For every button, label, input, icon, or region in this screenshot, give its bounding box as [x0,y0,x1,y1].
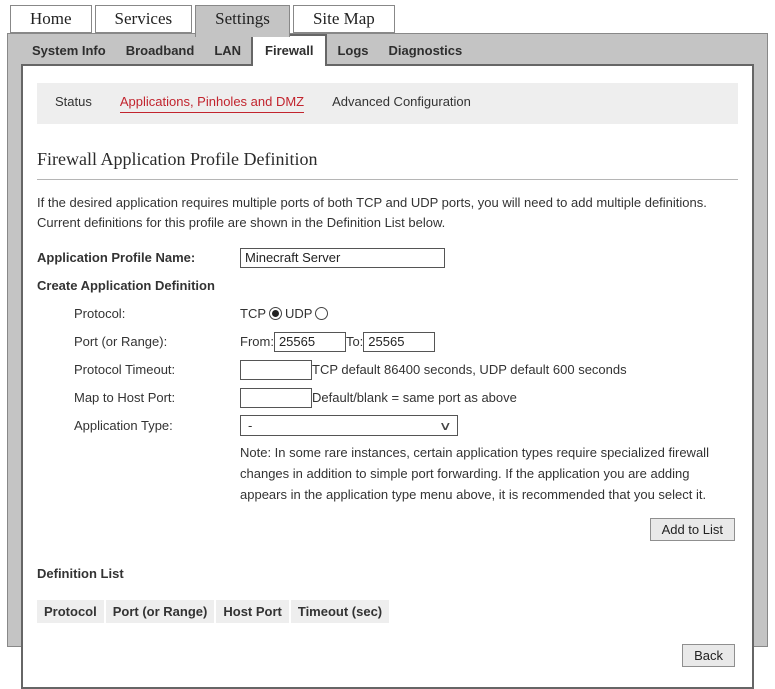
protocol-timeout-input[interactable] [240,359,312,380]
definition-list-headers: Protocol Port (or Range) Host Port Timeo… [37,600,738,624]
profile-name-row: Application Profile Name: [37,247,738,268]
protocol-udp-radio[interactable] [315,307,329,320]
add-to-list-button[interactable]: Add to List [649,518,735,542]
chevron-down-icon: ∨ [439,418,453,433]
application-type-label: Application Type: [74,418,173,433]
subtab-system-info[interactable]: System Info [32,43,106,58]
port-from-label: From: [240,334,274,349]
application-type-note: Note: In some rare instances, certain ap… [240,445,709,502]
main-tab-bar: Home Services Settings Site Map [0,0,775,37]
firewall-section-nav: Status Applications, Pinholes and DMZ Ad… [37,83,738,124]
application-profile-form: Application Profile Name: Create Applica… [37,247,738,542]
sub-tab-bar: System Info Broadband LAN Firewall Logs … [8,34,767,66]
protocol-label: Protocol: [74,306,126,321]
subtab-broadband[interactable]: Broadband [125,43,195,58]
application-type-select[interactable]: - ∨ [240,415,458,436]
back-button[interactable]: Back [682,644,735,668]
protocol-timeout-label: Protocol Timeout: [74,362,176,377]
protocol-timeout-hint: TCP default 86400 seconds, UDP default 6… [312,362,627,377]
tab-site-map[interactable]: Site Map [292,5,395,33]
protocol-tcp-radio[interactable] [269,307,282,320]
protocol-udp-label: UDP [285,306,313,321]
column-header-timeout: Timeout (sec) [290,600,390,624]
port-to-label: To: [345,334,364,349]
host-port-row: Map to Host Port: Default/blank = same p… [37,387,738,408]
nav-advanced-configuration[interactable]: Advanced Configuration [332,94,471,109]
back-row: Back [37,644,738,668]
column-header-host-port: Host Port [216,600,289,624]
host-port-hint: Default/blank = same port as above [312,390,517,405]
tab-settings[interactable]: Settings [195,5,290,37]
subtab-logs[interactable]: Logs [337,43,369,58]
port-to-input[interactable] [363,331,436,352]
port-range-row: Port (or Range): From: To: [37,331,738,352]
tab-home[interactable]: Home [10,5,92,33]
page-title: Firewall Application Profile Definition [37,149,318,169]
create-definition-label: Create Application Definition [37,278,215,293]
intro-text: If the desired application requires mult… [37,195,707,230]
title-divider [37,179,738,180]
profile-name-input[interactable] [240,247,445,268]
settings-section-container: System Info Broadband LAN Firewall Logs … [7,33,768,689]
subtab-diagnostics[interactable]: Diagnostics [388,43,463,58]
add-to-list-row: Add to List [37,518,738,542]
host-port-input[interactable] [240,387,312,408]
protocol-row: Protocol: TCP UDP [37,303,738,324]
protocol-timeout-row: Protocol Timeout: TCP default 86400 seco… [37,359,738,380]
host-port-label: Map to Host Port: [74,390,176,405]
application-type-row: Application Type: - ∨ [37,415,738,436]
tab-services[interactable]: Services [94,5,193,33]
subtab-lan[interactable]: LAN [214,43,242,58]
port-range-label: Port (or Range): [74,334,168,349]
create-definition-row: Create Application Definition [37,275,738,296]
column-header-port-range: Port (or Range) [105,600,215,624]
definition-list-title: Definition List [37,566,124,582]
column-header-protocol: Protocol [37,600,104,624]
protocol-tcp-label: TCP [240,306,266,321]
content-panel: Status Applications, Pinholes and DMZ Ad… [21,64,754,689]
profile-name-label: Application Profile Name: [37,250,196,265]
nav-status[interactable]: Status [55,94,92,109]
subtab-firewall[interactable]: Firewall [251,34,328,66]
application-type-selected-value: - [248,418,253,433]
port-from-input[interactable] [273,331,346,352]
nav-applications-pinholes-dmz[interactable]: Applications, Pinholes and DMZ [119,94,305,113]
